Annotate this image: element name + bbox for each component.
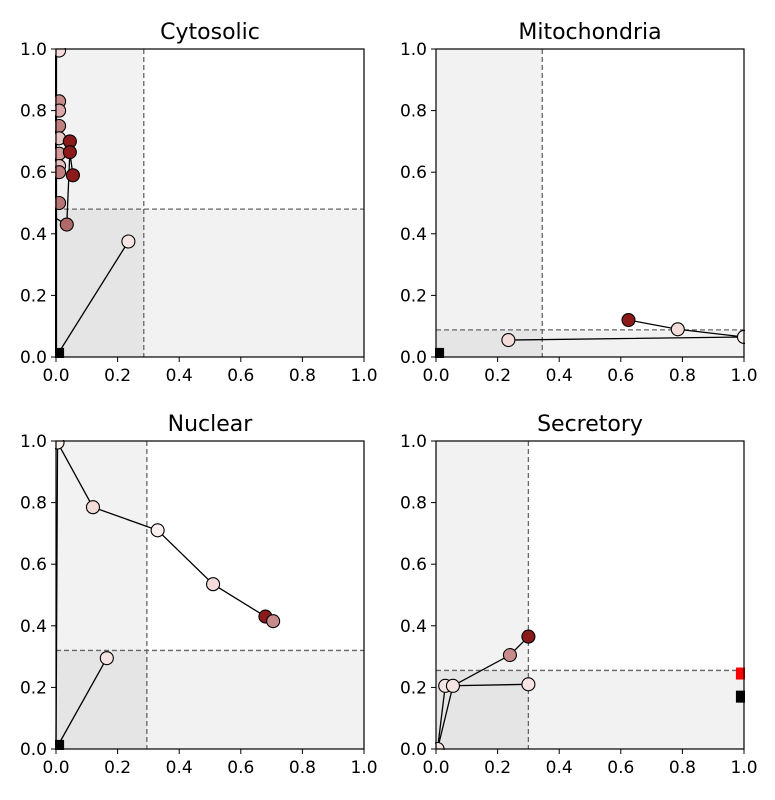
x-tick-label: 0.8: [669, 758, 696, 778]
x-tick-label: 0.0: [42, 758, 69, 778]
plot-area: [435, 629, 745, 750]
axes-frame: [435, 440, 745, 750]
y-tick-label: 1.0: [20, 40, 47, 60]
x-tick-label: 0.8: [289, 366, 316, 386]
square-marker: [55, 347, 65, 358]
series-line: [55, 241, 129, 358]
y-tick-label: 0.0: [20, 740, 47, 760]
series-line: [436, 636, 529, 750]
data-point: [55, 103, 67, 118]
shade-corner: [56, 650, 147, 749]
x-tick-label: 0.6: [607, 366, 634, 386]
mitochondria-panel: 0.0 0.2 0.4 0.6 0.8 1.0 0.0 0.2 0.4 0.6 0.8 1.0 Mito…: [400, 20, 758, 386]
data-point: [266, 614, 281, 629]
square-marker: [55, 739, 65, 750]
data-point: [621, 312, 636, 328]
x-tick-label: 0.4: [546, 366, 573, 386]
plot-area: [435, 312, 745, 358]
data-point: [99, 651, 114, 666]
data-point: [501, 333, 516, 348]
y-tick-label: 0.0: [20, 348, 47, 368]
x-tick-label: 0.8: [669, 366, 696, 386]
data-point: [502, 648, 517, 663]
square-marker: [735, 667, 745, 680]
y-tick-label: 0.6: [20, 555, 47, 575]
series-line: [55, 657, 108, 750]
square-marker: [435, 347, 445, 358]
x-tick-label: 1.0: [350, 758, 377, 778]
axes-frame: [55, 440, 365, 750]
data-point: [62, 145, 77, 160]
y-tick-label: 1.0: [20, 432, 47, 452]
y-tick-label: 0.4: [20, 225, 47, 245]
series-line: [508, 319, 745, 341]
y-tick-label: 0.4: [400, 617, 427, 637]
y-tick-label: 0.8: [20, 494, 47, 514]
data-point: [55, 48, 67, 58]
y-tick-label: 0.8: [20, 102, 47, 122]
data-point: [55, 165, 67, 180]
shade-left: [436, 49, 543, 357]
data-point: [55, 195, 67, 211]
data-point: [150, 523, 165, 538]
y-tick-label: 0.0: [400, 348, 427, 368]
data-point: [55, 118, 67, 134]
shade-corner: [436, 329, 543, 357]
x-tick-label: 0.4: [166, 366, 193, 386]
data-point: [670, 322, 685, 337]
plot-area: [55, 440, 281, 750]
data-point: [65, 168, 80, 183]
y-tick-label: 0.6: [400, 163, 427, 183]
cytosolic-panel: 0.0 0.2 0.4 0.6 0.8 1.0 0.0 0.2 0.4 0.6 0.8 1.0 Cyto…: [20, 20, 378, 386]
x-tick-label: 0.4: [546, 758, 573, 778]
data-point: [55, 440, 65, 450]
y-tick-label: 0.6: [400, 555, 427, 575]
x-tick-label: 0.0: [422, 366, 449, 386]
data-point: [521, 677, 536, 692]
cytosolic-title: Cytosolic: [160, 20, 260, 45]
x-tick-label: 1.0: [350, 366, 377, 386]
x-tick-label: 0.2: [484, 366, 511, 386]
y-tick-label: 0.2: [20, 286, 47, 306]
square-marker: [735, 690, 745, 703]
x-tick-label: 0.6: [227, 366, 254, 386]
x-tick-label: 0.4: [166, 758, 193, 778]
axes-frame: [435, 48, 745, 358]
x-tick-label: 0.0: [422, 758, 449, 778]
x-tick-label: 0.2: [104, 758, 131, 778]
data-point: [85, 500, 101, 515]
y-tick-label: 0.2: [400, 678, 427, 698]
x-tick-label: 0.8: [289, 758, 316, 778]
shade-corner: [56, 209, 144, 357]
y-tick-label: 0.0: [400, 740, 427, 760]
x-tick-label: 1.0: [730, 366, 757, 386]
data-point: [121, 234, 136, 249]
y-tick-label: 0.2: [20, 678, 47, 698]
data-point: [206, 577, 221, 592]
x-tick-label: 0.6: [607, 758, 634, 778]
y-tick-label: 0.2: [400, 286, 427, 306]
x-tick-label: 0.6: [227, 758, 254, 778]
secretory-panel: 0.0 0.2 0.4 0.6 0.8 1.0 0.0 0.2 0.4 0.6 0.8 1.0 Secr…: [400, 412, 758, 778]
data-point: [521, 629, 536, 644]
axes-frame: [55, 48, 365, 358]
data-point: [445, 678, 460, 693]
nuclear-title: Nuclear: [168, 412, 254, 437]
y-tick-label: 0.8: [400, 102, 427, 122]
nuclear-panel: 0.0 0.2 0.4 0.6 0.8 1.0 0.0 0.2 0.4 0.6 0.8 1.0 Nucl…: [20, 412, 378, 778]
data-point: [59, 217, 74, 232]
y-tick-label: 1.0: [400, 40, 427, 60]
y-tick-label: 0.4: [400, 225, 427, 245]
y-tick-label: 0.8: [400, 494, 427, 514]
y-tick-label: 1.0: [400, 432, 427, 452]
mitochondria-title: Mitochondria: [518, 20, 661, 45]
secretory-title: Secretory: [537, 412, 643, 437]
x-tick-label: 0.0: [42, 366, 69, 386]
x-tick-label: 0.2: [104, 366, 131, 386]
x-tick-label: 1.0: [730, 758, 757, 778]
y-tick-label: 0.4: [20, 617, 47, 637]
y-tick-label: 0.6: [20, 163, 47, 183]
x-tick-label: 0.2: [484, 758, 511, 778]
